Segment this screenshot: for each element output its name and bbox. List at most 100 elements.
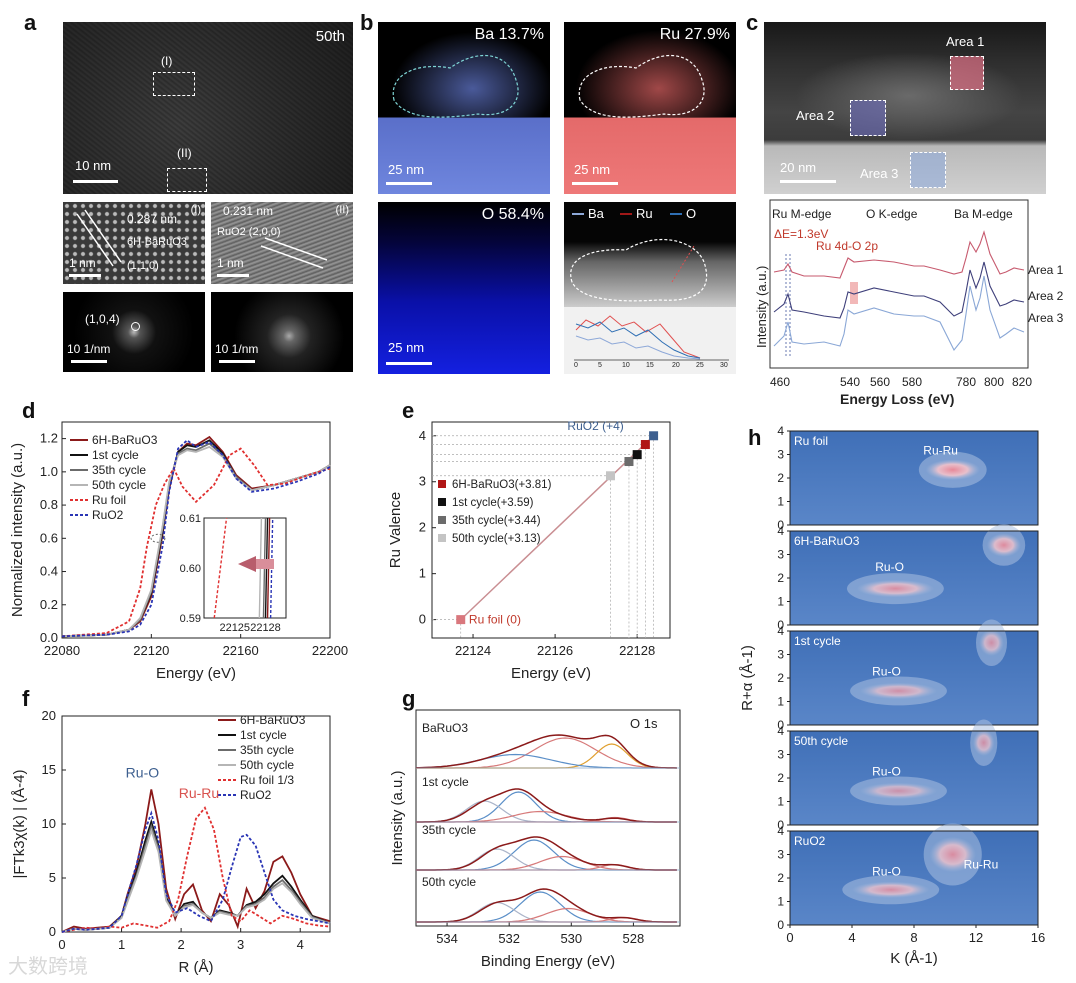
x-tick-label: 528 — [623, 931, 645, 946]
blob-2-1 — [979, 629, 1004, 656]
eds-ru-map: Ru 27.9% 25 nm — [564, 22, 736, 194]
watermark: 大数跨境 — [8, 954, 88, 978]
phase-label-1: 6H-BaRuO3 — [127, 236, 187, 248]
y-tick-label: 1 — [419, 566, 426, 581]
region-label-1: (I) — [161, 54, 173, 68]
y-tick-label: 2 — [777, 671, 784, 685]
legend-label: 1st cycle — [92, 448, 139, 462]
legend-label: Ru foil — [92, 493, 126, 507]
eels-frame — [769, 199, 1029, 369]
scale-bar-label: 10 nm — [75, 158, 112, 173]
y-tick-label: 0 — [777, 818, 784, 832]
region-box-1 — [153, 72, 195, 96]
haadf-image: Area 1 Area 2 Area 3 20 nm — [764, 22, 1046, 194]
eels-xtick-6: 820 — [1012, 375, 1032, 389]
legend-label: 35th cycle(+3.44) — [452, 515, 541, 527]
legend-swatch — [438, 534, 446, 542]
xps-title: O 1s — [630, 716, 658, 731]
eels-edge-o: O K-edge — [866, 207, 918, 221]
plot-frame — [61, 421, 331, 639]
x-tick-label: 532 — [498, 931, 520, 946]
phase-label-2: RuO2 (2,0,0) — [217, 226, 281, 238]
x-axis-label: Energy (eV) — [156, 665, 236, 682]
x-tick-label: 4 — [297, 937, 304, 952]
blob-0-0 — [925, 459, 980, 481]
y-tick-label: 0 — [777, 618, 784, 632]
x-tick-label: 22120 — [133, 643, 169, 658]
exafs-chart: 0 1 2 3 4 0 5 10 15 20 R (Å) |FTk3χ(k) | (Å-4) 6H-Ba… — [11, 708, 331, 976]
legend-label: 35th cycle — [92, 463, 146, 477]
eels-edge-ru: Ru M-edge — [772, 207, 832, 221]
x-tick-label: 4 — [848, 930, 855, 945]
eels-xtick-5: 800 — [984, 375, 1004, 389]
inset-arrow — [238, 556, 256, 572]
y-tick-label: 15 — [42, 762, 56, 777]
envelope-2 — [416, 836, 677, 871]
legend-label: 1st cycle — [240, 728, 287, 742]
y-tick-label: 3 — [777, 848, 784, 862]
y-tick-label: 1 — [777, 895, 784, 909]
legend-label: 6H-BaRuO3(+3.81) — [452, 479, 552, 491]
x-tick-label: 22080 — [44, 643, 80, 658]
series-line-3 — [61, 827, 331, 933]
eels-xtick-1: 540 — [840, 375, 860, 389]
d-spacing-2: 0.231 nm — [223, 204, 274, 218]
x-tick-label: 22124 — [455, 643, 491, 658]
y-tick-label: 4 — [777, 824, 784, 838]
x-axis-label: R (Å) — [179, 959, 214, 976]
component-0-0 — [416, 737, 677, 769]
eels-ylabel: Intensity (a.u.) — [754, 266, 769, 348]
eds-scale-bar-1 — [386, 182, 432, 185]
legend-label: 6H-BaRuO3 — [92, 433, 158, 447]
x-tick-label: 3 — [237, 937, 244, 952]
eds-ru-particle — [564, 22, 736, 117]
area3-label: Area 3 — [860, 166, 899, 181]
linescan-plot-area — [564, 307, 736, 374]
tem-zoom-2: (II) 0.231 nm RuO2 (2,0,0) 1 nm — [211, 202, 353, 284]
tem-main-image: 50th (I) (II) 10 nm — [63, 22, 353, 194]
heatmap-title-4: RuO2 — [794, 834, 826, 848]
zoom1-scale-label: 1 nm — [69, 256, 96, 270]
legend-label: 35th cycle — [240, 743, 294, 757]
annotation-ru-ru: Ru-Ru — [179, 785, 219, 801]
y-tick-label: 20 — [42, 708, 56, 723]
y-tick-label: 3 — [777, 748, 784, 762]
x-tick-label: 0 — [786, 930, 793, 945]
fft1-index: (1,0,4) — [85, 312, 120, 326]
data-point-0 — [456, 615, 466, 625]
y-tick-label: 0.8 — [40, 497, 58, 512]
y-tick-label: 1 — [777, 595, 784, 609]
y-tick-label: 2 — [777, 771, 784, 785]
ru-percent: Ru 27.9% — [659, 26, 730, 43]
lattice-lines-2 — [260, 237, 328, 269]
plot-frame — [415, 709, 681, 927]
data-point-5 — [649, 431, 659, 441]
label-ruo2: RuO2 (+4) — [567, 419, 623, 433]
zoom1-scale-bar — [69, 274, 101, 277]
y-tick-label: 1 — [777, 495, 784, 509]
y-tick-label: 0 — [777, 718, 784, 732]
region-box-2 — [167, 168, 207, 192]
eels-edge-ba: Ba M-edge — [954, 207, 1013, 221]
eels-legend-area2: Area 2 — [1028, 289, 1064, 303]
legend-ba: Ba — [588, 206, 604, 221]
y-tick-label: 3 — [777, 548, 784, 562]
heatmap-label-4-0: Ru-O — [872, 865, 901, 879]
eels-xtick-2: 560 — [870, 375, 890, 389]
blob-1-1 — [986, 533, 1021, 557]
eels-legend-area1: Area 1 — [1028, 263, 1064, 277]
particle-region — [794, 52, 1024, 140]
eels-legend-area3: Area 3 — [1028, 311, 1064, 325]
heatmap-title-0: Ru foil — [794, 434, 828, 448]
eds-scale-label-3: 25 nm — [388, 340, 425, 355]
legend-swatch — [438, 498, 446, 506]
linescan-overlay — [570, 213, 729, 361]
y-tick-label: 0 — [419, 612, 426, 627]
y-tick-label: 4 — [777, 524, 784, 538]
x-tick-label: 16 — [1031, 930, 1045, 945]
y-tick-label: 1.0 — [40, 464, 58, 479]
inset-y-tick: 0.59 — [180, 613, 201, 625]
envelope-1 — [416, 788, 677, 823]
eds-scale-label-1: 25 nm — [388, 162, 425, 177]
